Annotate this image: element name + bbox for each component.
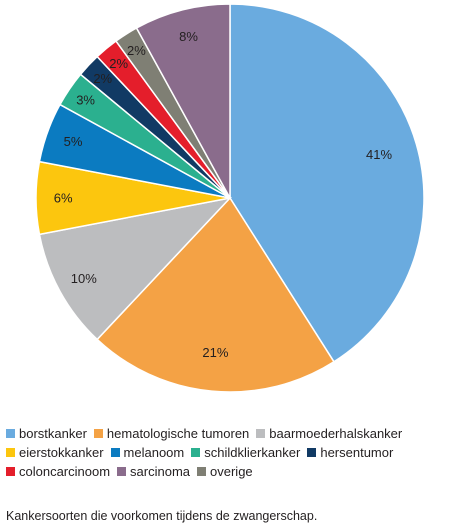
pie-slice-baarmoederhalskanker (38, 196, 233, 341)
legend-label: sarcinoma (130, 464, 191, 479)
slice-label-hematologische-tumoren: 21% (202, 345, 228, 360)
legend-item-coloncarcinoom: coloncarcinoom (6, 462, 110, 481)
figure-caption: Kankersoorten die voorkomen tijdens de z… (6, 509, 318, 523)
legend-item-melanoom: melanoom (110, 443, 185, 462)
slice-label-borstkanker: 41% (366, 147, 392, 162)
legend-label: baarmoederhalskanker (269, 426, 403, 441)
legend-swatch (307, 448, 317, 457)
legend: borstkanker hematologische tumoren baarm… (6, 424, 455, 481)
legend-swatch (110, 448, 120, 457)
legend-row: eierstokkanker melanoom schildklierkanke… (6, 443, 455, 462)
legend-label: hersentumor (320, 445, 394, 460)
legend-label: melanoom (123, 445, 185, 460)
pie-slice-borstkanker (229, 3, 425, 363)
legend-swatch (93, 429, 103, 438)
slice-label-baarmoederhalskanker: 10% (71, 271, 97, 286)
legend-swatch (197, 467, 207, 476)
legend-label: schildklierkanker (204, 445, 301, 460)
legend-item-baarmoederhalskanker: baarmoederhalskanker (256, 424, 402, 443)
legend-item-hersentumor: hersentumor (307, 443, 393, 462)
slice-label-coloncarcinoom: 2% (109, 56, 128, 71)
legend-label: borstkanker (19, 426, 87, 441)
slice-label-overige: 2% (127, 43, 146, 58)
pie-slice-sarcinoma (135, 3, 231, 199)
legend-item-sarcinoma: sarcinoma (117, 462, 190, 481)
legend-item-overige: overige (197, 462, 253, 481)
legend-label: eierstokkanker (19, 445, 104, 460)
legend-swatch (117, 467, 127, 476)
legend-item-hematologische-tumoren: hematologische tumoren (93, 424, 250, 443)
legend-item-schildklierkanker: schildklierkanker (191, 443, 300, 462)
slice-label-sarcinoma: 8% (179, 29, 198, 44)
legend-row: coloncarcinoom sarcinoma overige (6, 462, 455, 481)
slice-label-hersentumor: 2% (93, 71, 112, 86)
legend-swatch (256, 429, 266, 438)
legend-swatch (6, 448, 15, 457)
legend-label: overige (210, 464, 253, 479)
pie-slice-hematologische-tumoren (96, 196, 335, 393)
slice-label-melanoom: 5% (64, 134, 83, 149)
legend-label: coloncarcinoom (19, 464, 111, 479)
legend-label: hematologische tumoren (106, 426, 250, 441)
legend-row: borstkanker hematologische tumoren baarm… (6, 424, 455, 443)
pie-chart: 41%21%10%6%5%3%2%2%2%8% (35, 3, 425, 393)
legend-item-eierstokkanker: eierstokkanker (6, 443, 104, 462)
legend-item-borstkanker: borstkanker (6, 424, 87, 443)
legend-swatch (6, 429, 15, 438)
slice-label-schildklierkanker: 3% (76, 92, 95, 107)
legend-swatch (191, 448, 201, 457)
slice-label-eierstokkanker: 6% (54, 191, 73, 206)
legend-swatch (6, 467, 15, 476)
